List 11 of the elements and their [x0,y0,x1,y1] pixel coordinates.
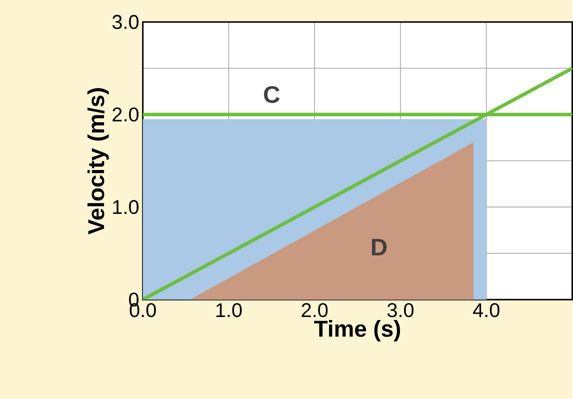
series-label: C [264,86,280,103]
y-tick-label: 3.0 [112,14,139,29]
x-tick-label: 4.0 [472,302,500,317]
series-label: D [372,238,387,256]
x-axis-title: Time (s) [314,320,400,342]
y-tick-label: 2.0 [112,107,139,122]
y-axis-title: Velocity (m/s) [87,88,109,234]
x-tick-label: 2.0 [302,302,328,317]
x-tick-label: 1.0 [216,302,242,317]
y-tick-label: 1.0 [113,200,139,214]
x-tick-label: 3.0 [387,302,414,317]
